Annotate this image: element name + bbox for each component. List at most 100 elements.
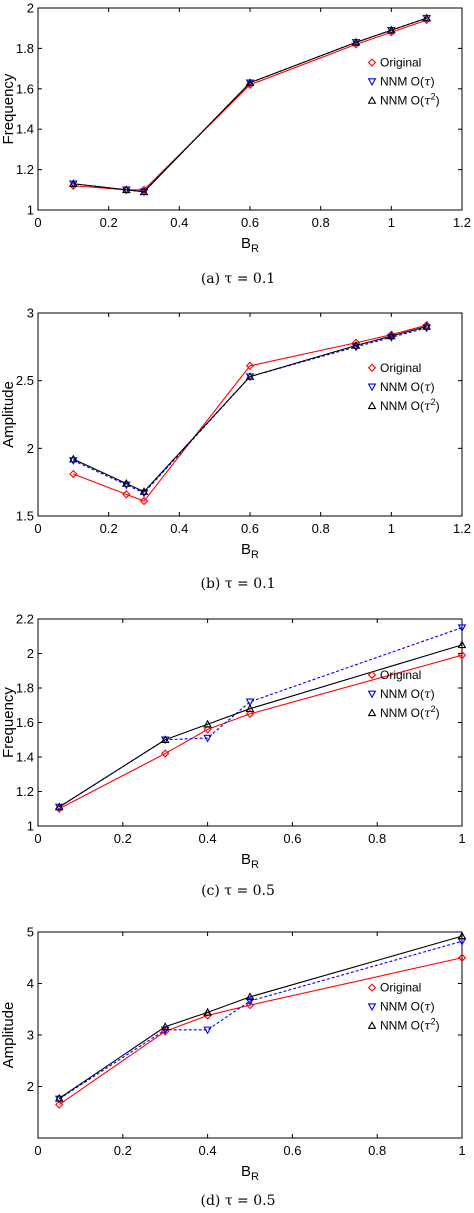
series-line bbox=[73, 17, 427, 193]
x-tick-label: 0.2 bbox=[114, 1143, 132, 1158]
x-tick-label: 0.8 bbox=[312, 215, 330, 230]
y-tick-label: 1.8 bbox=[16, 41, 34, 56]
legend-marker bbox=[367, 708, 377, 717]
y-tick-label: 1.2 bbox=[16, 162, 34, 177]
data-point bbox=[203, 1011, 212, 1020]
x-tick-label: 1 bbox=[458, 831, 465, 846]
series-3 bbox=[68, 13, 432, 196]
data-point bbox=[203, 1007, 212, 1016]
x-tick-label: 0.6 bbox=[283, 831, 301, 846]
x-tick-label: 0.6 bbox=[241, 215, 259, 230]
y-tick-label: 1.4 bbox=[16, 122, 34, 137]
data-point bbox=[69, 469, 78, 479]
data-point bbox=[161, 749, 170, 758]
data-point bbox=[203, 1026, 212, 1035]
data-point bbox=[422, 321, 431, 330]
y-tick-label: 2 bbox=[27, 1, 34, 16]
legend-marker bbox=[367, 1003, 377, 1012]
legend-marker bbox=[367, 983, 377, 992]
data-point bbox=[203, 725, 212, 734]
y-tick-label: 1.2 bbox=[16, 784, 34, 799]
data-point bbox=[203, 734, 212, 743]
data-point bbox=[54, 802, 64, 811]
y-tick-label: 1 bbox=[27, 203, 34, 218]
legend-marker bbox=[367, 383, 377, 392]
data-point bbox=[245, 997, 255, 1006]
y-tick-label: 5 bbox=[27, 925, 34, 940]
chart-3: 0 0.2 0.4 0.6 0.8 1 1 1.2 1.4 1.6 1.8 2 2.2 BR Frequen… bbox=[0, 612, 467, 899]
legend-marker bbox=[367, 690, 377, 699]
x-tick-label: 0.2 bbox=[100, 215, 118, 230]
x-tick-label: 0.8 bbox=[368, 1143, 386, 1158]
data-point bbox=[386, 334, 396, 342]
legend-marker bbox=[367, 363, 377, 372]
series-2 bbox=[68, 324, 432, 498]
y-tick-label: 3 bbox=[27, 306, 34, 321]
data-point bbox=[245, 361, 255, 370]
x-tick-label: 0 bbox=[34, 831, 41, 846]
legend-marker bbox=[367, 96, 377, 104]
x-tick-label: 0 bbox=[34, 215, 41, 230]
data-point bbox=[457, 651, 467, 660]
data-point bbox=[457, 640, 467, 649]
legend-label: NNM O(τ2) bbox=[380, 704, 440, 720]
legend-label: NNM O(τ2) bbox=[380, 1017, 440, 1033]
x-tick-label: 0 bbox=[34, 1143, 41, 1158]
figure-caption: (a) τ = 0.1 bbox=[201, 271, 275, 287]
data-point bbox=[122, 490, 131, 499]
legend-marker bbox=[367, 1021, 377, 1029]
data-point bbox=[351, 37, 361, 46]
y-tick-label: 1.8 bbox=[16, 681, 34, 696]
figure-caption: (b) τ = 0.1 bbox=[201, 576, 276, 592]
data-point bbox=[351, 340, 361, 349]
series-line bbox=[73, 19, 427, 191]
series-1 bbox=[69, 321, 431, 506]
data-point bbox=[121, 185, 131, 194]
data-point bbox=[68, 454, 78, 463]
data-point bbox=[422, 322, 432, 330]
y-tick-label: 1.5 bbox=[16, 509, 34, 524]
series-line bbox=[73, 324, 427, 502]
chart-4: 0 0.2 0.4 0.6 0.8 1 2 3 4 5 BR Amplitude Original NNM… bbox=[0, 925, 467, 1209]
y-axis-label: Amplitude bbox=[0, 381, 17, 448]
y-tick-label: 2.5 bbox=[16, 373, 34, 388]
data-point bbox=[139, 487, 149, 495]
x-tick-label: 0.4 bbox=[199, 831, 217, 846]
data-point bbox=[245, 78, 255, 87]
data-point bbox=[245, 1000, 255, 1010]
legend-label: NNM O(τ) bbox=[380, 687, 435, 701]
y-tick-label: 1 bbox=[27, 819, 34, 834]
data-point bbox=[457, 931, 467, 940]
legend-label: NNM O(τ2) bbox=[380, 92, 440, 108]
y-tick-label: 1.6 bbox=[16, 715, 34, 730]
series-3 bbox=[54, 640, 467, 811]
legend-marker bbox=[367, 401, 377, 410]
legend-label: NNM O(τ) bbox=[380, 1000, 435, 1014]
series-line bbox=[58, 644, 463, 808]
legend-marker bbox=[367, 670, 377, 680]
legend-marker bbox=[367, 78, 377, 87]
data-point bbox=[139, 496, 149, 506]
y-tick-label: 2.2 bbox=[16, 612, 34, 627]
data-point bbox=[203, 719, 212, 728]
legend: Original NNM O(τ) NNM O(τ2) bbox=[367, 361, 440, 413]
data-point bbox=[68, 457, 78, 466]
x-tick-label: 0.2 bbox=[114, 831, 132, 846]
x-tick-label: 0.4 bbox=[170, 521, 188, 536]
y-tick-label: 2 bbox=[27, 441, 34, 456]
chart-2: 0 0.2 0.4 0.6 0.8 1 1.2 1.5 2 2.5 3 BR Amplitude Orig… bbox=[0, 306, 471, 593]
legend-label: Original bbox=[380, 361, 421, 375]
data-point bbox=[54, 1095, 64, 1104]
legend-label: NNM O(τ) bbox=[380, 380, 435, 394]
axes-frame bbox=[37, 7, 463, 211]
figure-caption: (d) τ = 0.5 bbox=[201, 1193, 276, 1209]
data-point bbox=[351, 338, 361, 347]
y-tick-label: 3 bbox=[27, 1028, 34, 1043]
x-tick-label: 0.6 bbox=[283, 1143, 301, 1158]
x-tick-label: 1.2 bbox=[453, 521, 471, 536]
legend-label: Original bbox=[380, 56, 421, 70]
y-tick-label: 1.4 bbox=[16, 750, 34, 765]
data-point bbox=[139, 187, 149, 196]
legend-label: NNM O(τ2) bbox=[380, 397, 440, 413]
